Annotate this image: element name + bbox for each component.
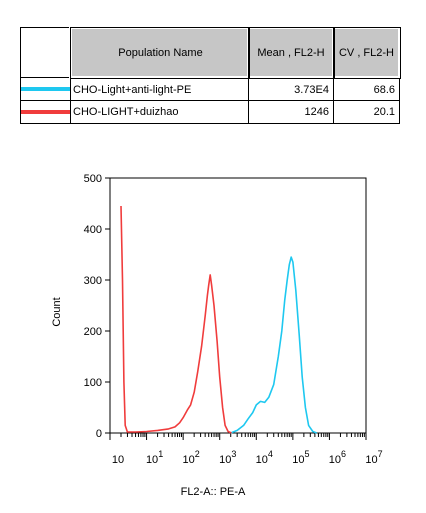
y-axis-title: Count bbox=[51, 297, 63, 326]
legend-header-row: Population Name Mean , FL2-H CV , FL2-H bbox=[20, 26, 401, 79]
mean-header: Mean , FL2-H bbox=[247, 26, 335, 79]
legend-row-name: CHO-Light+anti-light-PE bbox=[70, 77, 249, 101]
legend-row: CHO-LIGHT+duizhao 1246 20.1 bbox=[20, 100, 400, 124]
x-tick-label: 101 bbox=[146, 449, 163, 466]
legend-row-mean: 3.73E4 bbox=[248, 77, 334, 101]
legend-header-blank bbox=[20, 27, 71, 78]
x-axis: 10 101 102 103 104 105 106 107 bbox=[109, 433, 383, 466]
legend-table: Population Name Mean , FL2-H CV , FL2-H … bbox=[20, 26, 401, 124]
y-axis: 0 100 200 300 400 500 bbox=[84, 173, 110, 440]
legend-row-name: CHO-LIGHT+duizhao bbox=[70, 100, 249, 124]
legend-swatch bbox=[21, 87, 70, 91]
legend-row-mean: 1246 bbox=[248, 100, 334, 124]
y-tick-label: 300 bbox=[84, 275, 102, 287]
x-tick-label: 102 bbox=[183, 449, 200, 466]
series-layer bbox=[120, 205, 317, 434]
x-tick-label: 103 bbox=[219, 449, 236, 466]
series-line bbox=[120, 205, 232, 434]
series-line bbox=[230, 256, 317, 434]
x-tick-label: 105 bbox=[292, 449, 309, 466]
legend-swatch-cell bbox=[20, 100, 71, 124]
cv-header: CV , FL2-H bbox=[332, 26, 401, 79]
y-tick-label: 200 bbox=[84, 326, 102, 338]
y-tick-label: 500 bbox=[84, 173, 102, 185]
plot-border bbox=[109, 177, 367, 434]
x-tick-label: 10 bbox=[112, 454, 124, 466]
legend-row-cv: 68.6 bbox=[333, 77, 400, 101]
x-tick-label: 104 bbox=[256, 449, 273, 466]
y-tick-label: 0 bbox=[96, 428, 102, 440]
x-tick-label: 107 bbox=[365, 449, 382, 466]
x-tick-label: 106 bbox=[329, 449, 346, 466]
population-name-header: Population Name bbox=[69, 26, 250, 79]
plot-frame bbox=[109, 177, 367, 434]
legend-row: CHO-Light+anti-light-PE 3.73E4 68.6 bbox=[20, 77, 400, 101]
y-tick-label: 100 bbox=[84, 377, 102, 389]
y-tick-label: 400 bbox=[84, 224, 102, 236]
legend-row-cv: 20.1 bbox=[333, 100, 400, 124]
legend-swatch bbox=[21, 110, 70, 114]
x-axis-title: FL2-A:: PE-A bbox=[181, 486, 246, 498]
